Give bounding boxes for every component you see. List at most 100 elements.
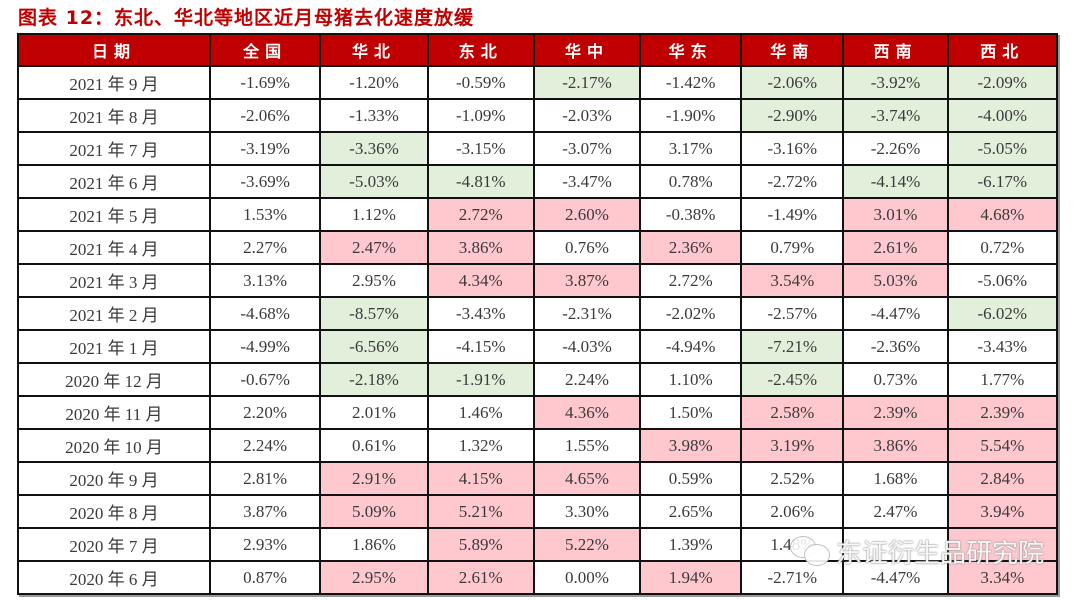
header-national: 全国 (208, 33, 322, 67)
value-cell: 2.27% (208, 230, 322, 265)
value-cell: -6.56% (319, 329, 429, 364)
header-row: 日期 全国 华北 东北 华中 华东 华南 西南 西北 (17, 33, 1059, 67)
value-cell: 2.61% (426, 560, 535, 595)
date-cell: 2021 年 3 月 (17, 263, 211, 298)
value-cell: 2.39% (842, 395, 949, 430)
value-cell: 5.54% (946, 428, 1059, 463)
value-cell: -4.15% (426, 329, 535, 364)
value-cell: 3.86% (426, 230, 535, 265)
value-cell: -0.59% (426, 65, 535, 100)
value-cell: 1.10% (639, 362, 743, 397)
value-cell: -6.17% (946, 164, 1059, 199)
value-cell: -2.18% (319, 362, 429, 397)
header-central-china: 华中 (532, 33, 642, 67)
value-cell: 1.53% (208, 197, 322, 232)
value-cell: 2.06% (740, 494, 845, 529)
value-cell: -2.57% (740, 296, 845, 331)
value-cell: 2.39% (946, 395, 1059, 430)
value-cell: -2.31% (532, 296, 642, 331)
value-cell: 2.72% (639, 263, 743, 298)
date-cell: 2021 年 9 月 (17, 65, 211, 100)
value-cell (946, 527, 1059, 562)
value-cell: -1.09% (426, 98, 535, 133)
table-row: 2021 年 6 月 -3.69% -5.03% -4.81% -3.47% 0.78% -… (17, 164, 1059, 199)
header-southwest: 西南 (842, 33, 949, 67)
header-northeast: 东北 (426, 33, 535, 67)
value-cell: -5.06% (946, 263, 1059, 298)
date-cell: 2021 年 6 月 (17, 164, 211, 199)
date-cell: 2020 年 10 月 (17, 428, 211, 463)
value-cell: -3.07% (532, 131, 642, 166)
value-cell: 2.95% (319, 263, 429, 298)
value-cell: 5.22% (532, 527, 642, 562)
value-cell: 2.47% (319, 230, 429, 265)
value-cell: 3.19% (740, 428, 845, 463)
value-cell: 1.94% (639, 560, 743, 595)
table-row: 2021 年 1 月 -4.99% -6.56% -4.15% -4.03% -4.94%… (17, 329, 1059, 364)
value-cell: 2.95% (319, 560, 429, 595)
value-cell: 1.86% (319, 527, 429, 562)
value-cell: -2.06% (740, 65, 845, 100)
value-cell: 1.12% (319, 197, 429, 232)
value-cell: 2.58% (740, 395, 845, 430)
table-row: 2021 年 5 月 1.53% 1.12% 2.72% 2.60% -0.38% -1.4… (17, 197, 1059, 232)
value-cell: 2.84% (946, 461, 1059, 496)
value-cell: 2.72% (426, 197, 535, 232)
value-cell: -3.69% (208, 164, 322, 199)
value-cell: 0.59% (639, 461, 743, 496)
table-row: 2020 年 10 月 2.24% 0.61% 1.32% 1.55% 3.98% 3.19… (17, 428, 1059, 463)
value-cell: -2.90% (740, 98, 845, 133)
value-cell: -4.00% (946, 98, 1059, 133)
value-cell: -5.05% (946, 131, 1059, 166)
value-cell: 0.79% (740, 230, 845, 265)
date-cell: 2021 年 8 月 (17, 98, 211, 133)
value-cell: -3.74% (842, 98, 949, 133)
value-cell: 0.78% (639, 164, 743, 199)
value-cell: 2.47% (842, 494, 949, 529)
value-cell: 3.87% (208, 494, 322, 529)
value-cell: -7.21% (740, 329, 845, 364)
date-cell: 2021 年 7 月 (17, 131, 211, 166)
value-cell: 2.24% (208, 428, 322, 463)
table-row: 2021 年 2 月 -4.68% -8.57% -3.43% -2.31% -2.02%… (17, 296, 1059, 331)
date-cell: 2021 年 1 月 (17, 329, 211, 364)
value-cell: 3.34% (946, 560, 1059, 595)
value-cell: -4.94% (639, 329, 743, 364)
value-cell: 3.01% (842, 197, 949, 232)
figure-title: 图表 12：东北、华北等地区近月母猪去化速度放缓 (18, 7, 475, 29)
header-north-china: 华北 (319, 33, 429, 67)
value-cell: -2.45% (740, 362, 845, 397)
value-cell: 3.30% (532, 494, 642, 529)
header-date: 日期 (17, 33, 211, 67)
value-cell (842, 527, 949, 562)
value-cell: -2.17% (532, 65, 642, 100)
value-cell: 4.34% (426, 263, 535, 298)
value-cell: 2.20% (208, 395, 322, 430)
value-cell: 4.65% (532, 461, 642, 496)
value-cell: -3.36% (319, 131, 429, 166)
table-row: 2021 年 3 月 3.13% 2.95% 4.34% 3.87% 2.72% 3.54%… (17, 263, 1059, 298)
value-cell: 3.98% (639, 428, 743, 463)
value-cell: -4.99% (208, 329, 322, 364)
value-cell: 1.55% (532, 428, 642, 463)
table-row: 2020 年 7 月 2.93% 1.86% 5.89% 5.22% 1.39% 1.48% (17, 527, 1059, 562)
value-cell: -3.15% (426, 131, 535, 166)
value-cell: -2.06% (208, 98, 322, 133)
date-cell: 2021 年 2 月 (17, 296, 211, 331)
value-cell: -2.26% (842, 131, 949, 166)
value-cell: 4.68% (946, 197, 1059, 232)
value-cell: 3.17% (639, 131, 743, 166)
table-row: 2021 年 4 月 2.27% 2.47% 3.86% 0.76% 2.36% 0.79%… (17, 230, 1059, 265)
table-row: 2021 年 8 月 -2.06% -1.33% -1.09% -2.03% -1.90%… (17, 98, 1059, 133)
value-cell: 2.65% (639, 494, 743, 529)
value-cell: -2.02% (639, 296, 743, 331)
date-cell: 2020 年 7 月 (17, 527, 211, 562)
value-cell: -2.09% (946, 65, 1059, 100)
value-cell: -3.43% (426, 296, 535, 331)
value-cell: -2.72% (740, 164, 845, 199)
value-cell: 1.39% (639, 527, 743, 562)
value-cell: -4.03% (532, 329, 642, 364)
value-cell: 2.93% (208, 527, 322, 562)
value-cell: 2.61% (842, 230, 949, 265)
value-cell: 3.87% (532, 263, 642, 298)
